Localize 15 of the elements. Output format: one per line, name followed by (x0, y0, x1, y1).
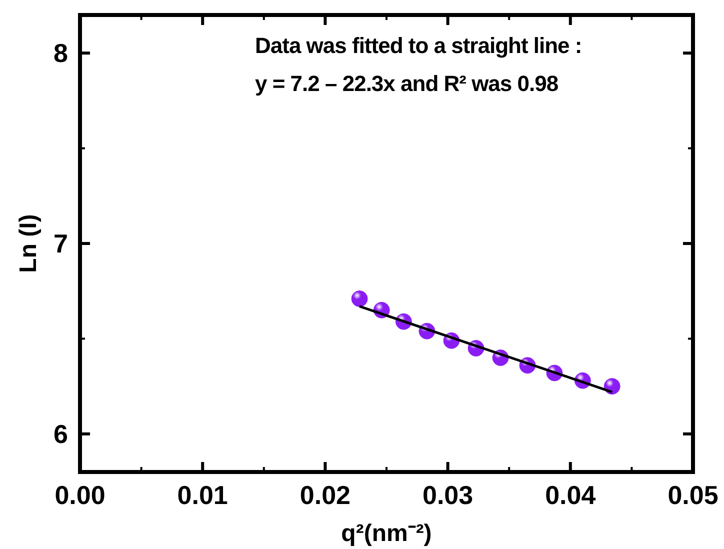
point (604, 378, 620, 395)
y-tick-label: 8 (54, 38, 68, 68)
x-axis-title: q²(nm⁻²) (341, 520, 432, 547)
annotation: Data was fitted to a straight line : (255, 33, 582, 58)
x-tick-label: 0.01 (177, 480, 228, 510)
y-tick-label: 6 (54, 418, 68, 449)
x-tick-label: 0.05 (668, 480, 718, 510)
x-tick-label: 0.04 (545, 480, 596, 510)
point (351, 290, 368, 307)
x-tick-label: 0.00 (54, 480, 106, 510)
x-tick-label: 0.03 (422, 480, 474, 510)
x-tick-label: 0.02 (300, 480, 351, 510)
annotation: y = 7.2 – 22.3x and R² was 0.98 (255, 71, 558, 96)
y-tick-label: 7 (54, 228, 68, 258)
y-axis-title: Ln (I) (15, 214, 42, 273)
